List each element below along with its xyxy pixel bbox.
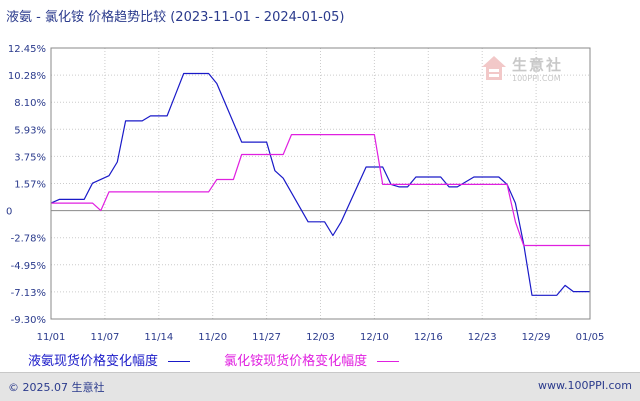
y-tick-label: -7.13% bbox=[11, 288, 46, 299]
y-tick-labels: 12.45% 10.28% 8.10% 5.93% 3.75% 1.57% 0 -2.78% -… bbox=[6, 44, 46, 326]
house-icon bbox=[482, 56, 506, 80]
y-tick-label: 0 bbox=[6, 207, 12, 218]
y-tick-label: 5.93% bbox=[14, 125, 46, 136]
legend-item-ammonia: 液氨现货价格变化幅度 bbox=[28, 350, 191, 369]
x-tick-label: 12/29 bbox=[522, 332, 551, 343]
x-tick-label: 12/03 bbox=[306, 332, 335, 343]
series-layer bbox=[50, 72, 590, 296]
footer-site-link[interactable]: www.100PPI.com bbox=[538, 379, 632, 392]
y-tick-label: -2.78% bbox=[11, 234, 46, 245]
y-tick-label: 3.75% bbox=[14, 152, 46, 163]
x-tick-label: 11/20 bbox=[198, 332, 227, 343]
x-tick-label: 11/07 bbox=[90, 332, 119, 343]
x-tick-labels: 11/01 11/07 11/14 11/20 11/27 12/03 12/10 12/16… bbox=[37, 332, 605, 343]
legend-item-ammonium-chloride: 氯化铵现货价格变化幅度 bbox=[224, 350, 400, 369]
y-tick-label: 1.57% bbox=[14, 180, 46, 191]
series-line-0 bbox=[50, 72, 590, 296]
series-line-1 bbox=[51, 134, 590, 247]
watermark-name: 生意社 bbox=[512, 56, 564, 74]
x-tick-label: 11/14 bbox=[144, 332, 173, 343]
legend-label-ammonium-chloride: 氯化铵现货价格变化幅度 bbox=[224, 354, 368, 369]
chart-title-text: 液氨 - 氯化铵 价格趋势比较 bbox=[6, 10, 167, 25]
y-tick-label: 8.10% bbox=[14, 98, 46, 109]
chart-title: 液氨 - 氯化铵 价格趋势比较 (2023-11-01 - 2024-01-05… bbox=[6, 6, 344, 25]
chart-legend: 液氨现货价格变化幅度 氯化铵现货价格变化幅度 bbox=[28, 350, 429, 369]
y-tick-label: 12.45% bbox=[8, 44, 46, 55]
x-tick-label: 01/05 bbox=[576, 332, 605, 343]
footer-bar: © 2025.07 生意社 www.100PPI.com bbox=[0, 372, 640, 401]
chart-date-range: (2023-11-01 - 2024-01-05) bbox=[170, 10, 345, 25]
footer-copyright: © 2025.07 生意社 bbox=[8, 381, 105, 394]
plot-frame bbox=[50, 47, 591, 320]
x-tick-label: 11/27 bbox=[252, 332, 281, 343]
grid-layer bbox=[51, 48, 590, 319]
x-tick-label: 12/10 bbox=[360, 332, 389, 343]
legend-swatch-ammonia bbox=[168, 361, 191, 362]
x-tick-label: 12/16 bbox=[414, 332, 443, 343]
watermark-logo: 生意社 100PPI.COM bbox=[480, 52, 580, 92]
y-tick-label: -9.30% bbox=[11, 315, 46, 326]
x-tick-label: 12/23 bbox=[468, 332, 497, 343]
x-tick-label: 11/01 bbox=[37, 332, 66, 343]
y-tick-label: -4.95% bbox=[11, 261, 46, 272]
legend-label-ammonia: 液氨现货价格变化幅度 bbox=[28, 354, 159, 369]
legend-swatch-ammonium-chloride bbox=[377, 361, 400, 362]
watermark-url: 100PPI.COM bbox=[512, 74, 561, 83]
y-tick-label: 10.28% bbox=[8, 71, 46, 82]
